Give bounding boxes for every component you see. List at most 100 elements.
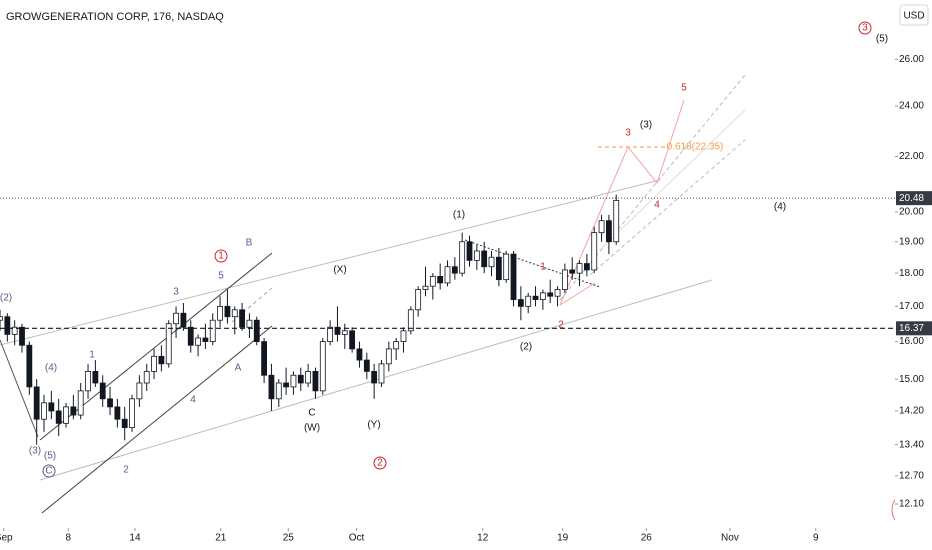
wave-label: (2)	[0, 293, 12, 304]
wave-label: 4	[190, 395, 196, 406]
candle-body	[48, 402, 55, 412]
projection-path	[559, 282, 596, 306]
x-tick-label: Oct	[349, 533, 365, 544]
candle-body	[136, 382, 143, 400]
candle-body	[495, 256, 502, 281]
candle-body	[268, 374, 275, 400]
candle-body	[0, 316, 3, 321]
price-tag-label: 16.37	[899, 323, 924, 334]
channel-line	[589, 139, 746, 276]
candle-body	[539, 292, 546, 300]
candle-body	[246, 319, 253, 328]
y-tick-label: 18.00	[899, 268, 924, 279]
y-tick-label: 16.00	[899, 336, 924, 347]
candle-body	[525, 295, 532, 307]
candle-body	[261, 341, 267, 376]
wave-label: 3	[862, 23, 868, 34]
wave-label: 3	[625, 128, 631, 139]
candle-body	[591, 232, 598, 271]
wave-label: (5)	[44, 451, 56, 462]
wave-label: B	[246, 238, 253, 249]
wave-label: 2	[377, 458, 383, 469]
candle-body	[422, 285, 429, 290]
wave-label: (1)	[453, 210, 465, 221]
candle-body	[371, 371, 378, 384]
x-tick-label: 21	[215, 533, 227, 544]
wave-label: 2	[558, 320, 564, 331]
wave-label: 1	[540, 262, 546, 273]
projection-path	[559, 99, 685, 306]
wave-label: C	[308, 408, 315, 419]
candle-body	[510, 253, 517, 300]
currency-button[interactable]	[899, 4, 929, 26]
chart-title: GROWGENERATION CORP, 176, NASDAQ	[6, 11, 224, 23]
wave-label: 3	[173, 287, 179, 298]
x-tick-label: Sep	[0, 533, 13, 544]
y-tick-label: 19.00	[899, 236, 924, 247]
candle-body	[253, 319, 260, 343]
y-tick-label: 12.10	[899, 499, 924, 510]
candle-body	[70, 406, 77, 416]
candle-body	[554, 289, 561, 297]
annotation-circle	[214, 249, 228, 263]
candle-body	[305, 371, 312, 384]
candle-body	[583, 263, 590, 271]
candle-body	[385, 348, 392, 365]
candle-body	[297, 374, 304, 384]
candle-body	[451, 266, 458, 274]
x-tick-label: 25	[283, 533, 295, 544]
trend-line	[41, 325, 273, 514]
candle-body	[11, 326, 18, 335]
candle-body	[33, 386, 40, 420]
candle-body	[488, 256, 495, 268]
wave-label: 5	[681, 83, 687, 94]
candle-body	[576, 263, 583, 274]
wave-label: (3)	[29, 446, 41, 457]
trend-line	[0, 339, 39, 438]
wave-label: C	[45, 466, 52, 477]
candle-body	[400, 330, 407, 343]
trend-line	[231, 287, 273, 323]
candle-body	[224, 305, 231, 318]
candle-body	[92, 371, 99, 384]
candle-body	[503, 253, 510, 281]
x-tick-label: 14	[129, 533, 141, 544]
wave-label: (4)	[45, 363, 57, 374]
y-tick-label: 20.00	[899, 207, 924, 218]
candle-body	[195, 337, 201, 346]
candle-body	[107, 398, 113, 408]
price-tag	[896, 321, 932, 336]
candle-body	[4, 316, 11, 335]
wave-label: (5)	[876, 34, 888, 45]
candle-body	[393, 341, 400, 350]
x-tick-label: 19	[557, 533, 569, 544]
annotation-circle	[858, 21, 872, 35]
y-tick-label: 12.70	[899, 470, 924, 481]
candle-body	[283, 382, 290, 388]
candle-body	[231, 309, 238, 318]
candle-body	[129, 398, 135, 428]
candle-body	[407, 309, 414, 332]
candle-body	[561, 269, 568, 290]
candle-body	[481, 250, 488, 268]
candle-body	[378, 363, 385, 384]
currency-label[interactable]: USD	[903, 11, 924, 22]
wave-label: A	[235, 363, 242, 374]
x-tick-label: 9	[813, 533, 819, 544]
wave-label: 1	[89, 350, 95, 361]
x-tick-label: 26	[641, 533, 653, 544]
wave-label: 2	[123, 465, 129, 476]
candle-body	[143, 371, 150, 384]
y-tick-label: 24.00	[899, 101, 924, 112]
candle-body	[312, 371, 319, 392]
candle-body	[290, 374, 297, 388]
candle-body	[598, 220, 605, 234]
candle-body	[356, 348, 363, 361]
annotation-circle	[373, 456, 387, 470]
candle-body	[173, 312, 179, 325]
candle-body	[437, 275, 444, 284]
y-tick-label: 22.00	[899, 151, 924, 162]
channel-line	[599, 109, 746, 251]
